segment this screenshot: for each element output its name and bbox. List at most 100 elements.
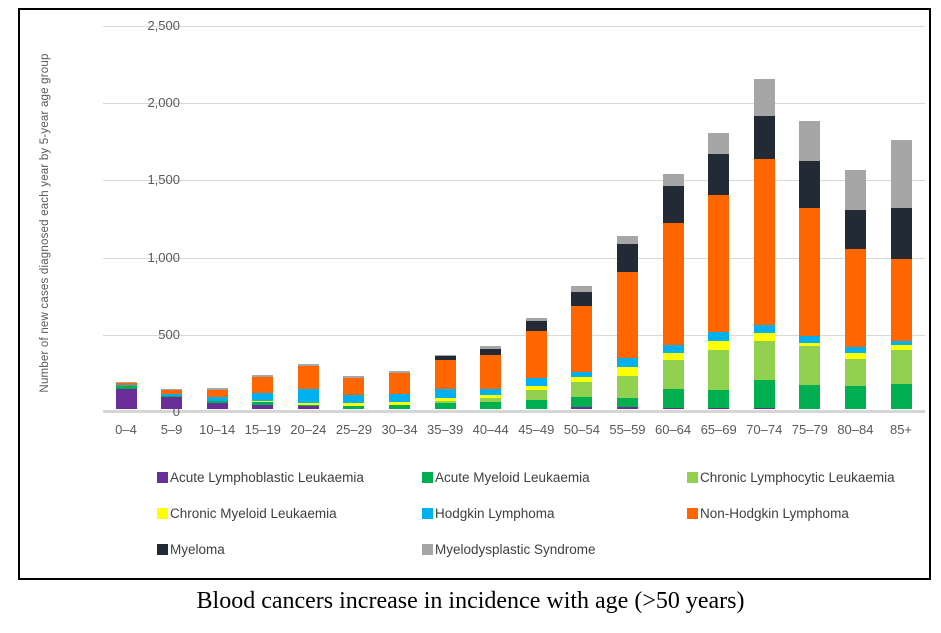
- segment-myelodysplastic-syndrome: [389, 371, 411, 374]
- segment-myeloma: [480, 348, 502, 355]
- bar-70–74: [753, 78, 775, 409]
- segment-myeloma: [844, 210, 866, 249]
- segment-myeloma: [525, 320, 547, 331]
- segment-acute-lymphoblastic-leukaemia: [297, 406, 319, 409]
- bar-10–14: [206, 388, 228, 409]
- segment-chronic-lymphocytic-leukaemia: [844, 358, 866, 386]
- segment-myelodysplastic-syndrome: [252, 374, 274, 377]
- segment-myelodysplastic-syndrome: [206, 388, 228, 391]
- bar-5–9: [161, 389, 183, 409]
- segment-chronic-myeloid-leukaemia: [708, 341, 730, 351]
- segment-acute-lymphoblastic-leukaemia: [571, 407, 593, 409]
- segment-chronic-lymphocytic-leukaemia: [434, 400, 456, 403]
- bar-35–39: [434, 354, 456, 409]
- legend-label: Acute Lymphoblastic Leukaemia: [170, 470, 364, 485]
- segment-acute-myeloid-leukaemia: [662, 388, 684, 408]
- segment-non-hodgkin-lymphoma: [616, 272, 638, 359]
- gridline: [103, 334, 925, 336]
- x-axis-tick-label: 30–34: [381, 422, 418, 437]
- segment-chronic-myeloid-leukaemia: [753, 333, 775, 342]
- segment-non-hodgkin-lymphoma: [571, 306, 593, 372]
- segment-myelodysplastic-syndrome: [662, 173, 684, 186]
- segment-acute-myeloid-leukaemia: [434, 402, 456, 409]
- segment-acute-myeloid-leukaemia: [252, 402, 274, 405]
- segment-hodgkin-lymphoma: [252, 393, 274, 402]
- legend-item-non-hodgkin-lymphoma: Non-Hodgkin Lymphoma: [687, 506, 941, 521]
- segment-acute-myeloid-leukaemia: [525, 400, 547, 409]
- y-axis-tick-label: 1,500: [147, 172, 180, 188]
- segment-hodgkin-lymphoma: [297, 388, 319, 404]
- legend-item-chronic-lymphocytic-leukaemia: Chronic Lymphocytic Leukaemia: [687, 470, 941, 485]
- legend-swatch-icon: [687, 472, 698, 483]
- segment-chronic-myeloid-leukaemia: [389, 402, 411, 405]
- y-axis-tick-label: 2,500: [147, 18, 180, 33]
- x-axis-tick-label: 85+: [889, 422, 913, 437]
- gridline: [103, 180, 925, 182]
- legend-label: Non-Hodgkin Lymphoma: [700, 506, 849, 521]
- x-axis-tick-label: 60–64: [654, 422, 692, 437]
- x-axis-tick-label: 65–69: [700, 422, 737, 437]
- segment-hodgkin-lymphoma: [161, 393, 183, 396]
- legend-item-myelodysplastic-syndrome: Myelodysplastic Syndrome: [422, 542, 687, 557]
- segment-hodgkin-lymphoma: [389, 394, 411, 403]
- bar-40–44: [480, 346, 502, 409]
- x-axis-tick-label: 50–54: [563, 422, 600, 437]
- segment-hodgkin-lymphoma: [571, 371, 593, 378]
- segment-myeloma: [753, 115, 775, 160]
- bar-25–29: [343, 376, 365, 409]
- segment-myelodysplastic-syndrome: [799, 120, 821, 162]
- segment-hodgkin-lymphoma: [115, 384, 137, 386]
- segment-myeloma: [708, 153, 730, 196]
- y-axis-tick-label: 1,000: [147, 249, 180, 265]
- segment-non-hodgkin-lymphoma: [890, 259, 912, 342]
- segment-non-hodgkin-lymphoma: [708, 195, 730, 333]
- segment-non-hodgkin-lymphoma: [206, 390, 228, 398]
- legend-item-chronic-myeloid-leukaemia: Chronic Myeloid Leukaemia: [157, 506, 422, 521]
- segment-myeloma: [662, 185, 684, 223]
- y-axis-tick-label: 500: [158, 326, 180, 342]
- x-axis-tick-label: 5–9: [160, 422, 183, 437]
- segment-non-hodgkin-lymphoma: [161, 389, 183, 394]
- segment-myelodysplastic-syndrome: [115, 382, 137, 383]
- segment-chronic-myeloid-leukaemia: [343, 403, 365, 406]
- segment-myelodysplastic-syndrome: [616, 236, 638, 244]
- legend-swatch-icon: [687, 508, 698, 519]
- legend-label: Hodgkin Lymphoma: [435, 506, 555, 521]
- bar-80–84: [844, 170, 866, 409]
- chart-frame: Number of new cases diagnosed each year …: [18, 8, 931, 580]
- segment-chronic-myeloid-leukaemia: [799, 342, 821, 346]
- segment-acute-lymphoblastic-leukaemia: [115, 388, 137, 409]
- x-axis-tick-label: 35–39: [427, 422, 464, 437]
- segment-non-hodgkin-lymphoma: [343, 378, 365, 396]
- segment-acute-lymphoblastic-leukaemia: [662, 407, 684, 409]
- legend-item-acute-myeloid-leukaemia: Acute Myeloid Leukaemia: [422, 470, 687, 485]
- segment-non-hodgkin-lymphoma: [480, 354, 502, 389]
- segment-non-hodgkin-lymphoma: [662, 222, 684, 345]
- segment-myelodysplastic-syndrome: [343, 376, 365, 379]
- legend-swatch-icon: [422, 472, 433, 483]
- legend-label: Myeloma: [170, 542, 225, 557]
- x-axis-tick-label: 80–84: [837, 422, 874, 437]
- segment-hodgkin-lymphoma: [343, 395, 365, 404]
- x-axis-tick-label: 45–49: [518, 422, 555, 437]
- plot-area: 0 500 1,000 1,500 2,000 2,500 0–4 5–9 10–14 15–19…: [103, 18, 925, 437]
- bar-85+: [890, 140, 912, 409]
- segment-non-hodgkin-lymphoma: [799, 208, 821, 336]
- bar-0–4: [115, 382, 137, 409]
- segment-myelodysplastic-syndrome: [434, 354, 456, 357]
- bar-55–59: [616, 236, 638, 409]
- bar-75–79: [799, 120, 821, 409]
- segment-acute-lymphoblastic-leukaemia: [161, 396, 183, 409]
- segment-chronic-myeloid-leukaemia: [252, 401, 274, 403]
- legend-swatch-icon: [422, 544, 433, 555]
- segment-acute-lymphoblastic-leukaemia: [753, 407, 775, 409]
- segment-myelodysplastic-syndrome: [297, 363, 319, 367]
- segment-acute-myeloid-leukaemia: [297, 405, 319, 407]
- segment-acute-myeloid-leukaemia: [480, 402, 502, 409]
- segment-non-hodgkin-lymphoma: [525, 330, 547, 378]
- y-axis-tick-label: 2,000: [147, 95, 180, 111]
- segment-hodgkin-lymphoma: [480, 388, 502, 396]
- legend-swatch-icon: [157, 508, 168, 519]
- segment-hodgkin-lymphoma: [434, 388, 456, 399]
